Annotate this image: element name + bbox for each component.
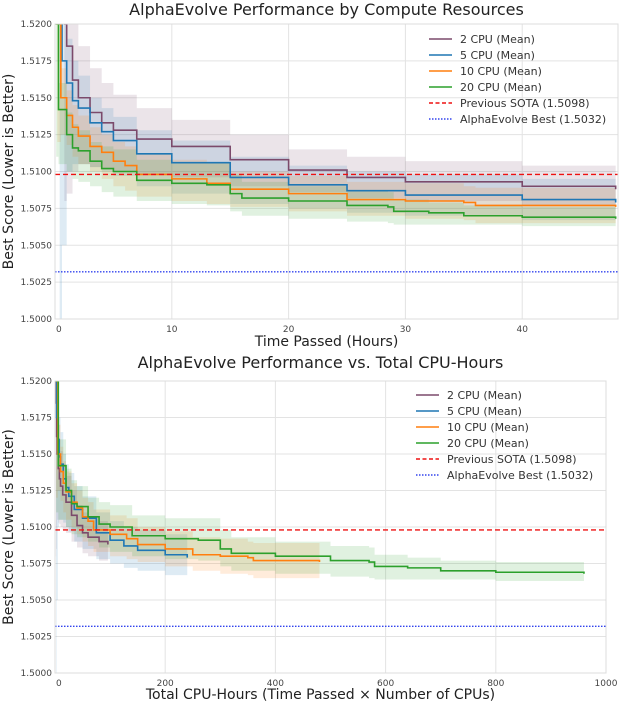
x-axis-label: Time Passed (Hours)	[254, 334, 399, 350]
legend-label: Previous SOTA (1.5098)	[460, 97, 590, 110]
x-tick-label: 600	[377, 679, 394, 689]
legend: 2 CPU (Mean) 5 CPU (Mean) 10 CPU (Mean) 20 …	[429, 33, 606, 126]
y-tick-label: 1.5150	[21, 94, 53, 104]
y-axis-label: Best Score (Lower is Better)	[1, 429, 17, 625]
plot-frame	[54, 23, 619, 320]
y-tick-label: 1.5100	[21, 168, 53, 178]
line-2-cpu-mean	[63, 24, 617, 190]
legend-label: 2 CPU (Mean)	[447, 389, 522, 402]
x-tick-label: 0	[56, 325, 62, 335]
y-tick-label: 1.5125	[21, 131, 53, 141]
chart-title: AlphaEvolve Performance by Compute Resou…	[129, 0, 524, 19]
legend-label: AlphaEvolve Best (1.5032)	[460, 113, 606, 126]
legend-label: Previous SOTA (1.5098)	[447, 453, 577, 466]
legend-label: 20 CPU (Mean)	[447, 437, 529, 450]
plot-frame	[54, 380, 607, 674]
line-20-cpu-mean	[55, 24, 617, 219]
chart-title: AlphaEvolve Performance vs. Total CPU-Ho…	[138, 353, 504, 372]
y-tick-label: 1.5125	[21, 487, 53, 497]
x-axis-label: Total CPU-Hours (Time Passed × Number of…	[145, 687, 495, 702]
chart-1: 0 10 20 30 40 1.5000 1.5025 1.5050 1.5075 1.5100 1…	[1, 0, 619, 350]
y-tick-label: 1.5050	[21, 241, 53, 251]
x-tick-label: 30	[400, 325, 412, 335]
y-tick-label: 1.5075	[21, 560, 53, 570]
legend-label: 5 CPU (Mean)	[460, 49, 535, 62]
y-axis-label: Best Score (Lower is Better)	[1, 74, 17, 270]
line-2-cpu-mean	[55, 381, 109, 545]
band-5-cpu	[59, 24, 616, 319]
legend: 2 CPU (Mean) 5 CPU (Mean) 10 CPU (Mean) 20 …	[416, 389, 593, 482]
legend-label: 5 CPU (Mean)	[447, 405, 522, 418]
line-20-cpu-mean	[55, 381, 585, 574]
y-tick-label: 1.5075	[21, 204, 53, 214]
x-tick-label: 1000	[595, 679, 618, 689]
x-tick-label: 40	[516, 325, 528, 335]
legend-label: 2 CPU (Mean)	[460, 33, 535, 46]
y-tick-label: 1.5200	[21, 20, 53, 30]
band-20-cpu	[56, 24, 616, 227]
y-tick-label: 1.5100	[21, 523, 53, 533]
band-20-cpu	[56, 381, 584, 582]
legend-label: 10 CPU (Mean)	[447, 421, 529, 434]
line-5-cpu-mean	[58, 24, 617, 203]
y-tick-label: 1.5025	[21, 633, 53, 643]
y-tick-label: 1.5000	[21, 315, 53, 325]
chart-2: 0 200 400 600 800 1000 1.5000 1.5025 1.5050 1.507…	[1, 353, 618, 703]
legend-label: 20 CPU (Mean)	[460, 81, 542, 94]
x-tick-label: 400	[267, 679, 284, 689]
x-tick-label: 200	[157, 679, 174, 689]
y-tick-label: 1.5150	[21, 450, 53, 460]
y-tick-label: 1.5000	[21, 669, 53, 679]
legend-label: 10 CPU (Mean)	[460, 65, 542, 78]
y-tick-label: 1.5200	[21, 377, 53, 387]
legend-label: AlphaEvolve Best (1.5032)	[447, 469, 593, 482]
y-tick-label: 1.5050	[21, 596, 53, 606]
x-tick-label: 10	[166, 325, 178, 335]
band-10-cpu	[56, 381, 320, 579]
line-10-cpu-mean	[56, 24, 617, 207]
line-10-cpu-mean	[55, 381, 321, 563]
x-tick-label: 800	[487, 679, 504, 689]
band-10-cpu	[57, 24, 616, 224]
y-tick-label: 1.5025	[21, 278, 53, 288]
plot-area	[55, 24, 618, 319]
x-tick-label: 20	[283, 325, 295, 335]
y-tick-label: 1.5175	[21, 57, 53, 67]
y-tick-label: 1.5175	[21, 414, 53, 424]
plot-area	[55, 381, 606, 673]
x-tick-label: 0	[56, 679, 62, 689]
